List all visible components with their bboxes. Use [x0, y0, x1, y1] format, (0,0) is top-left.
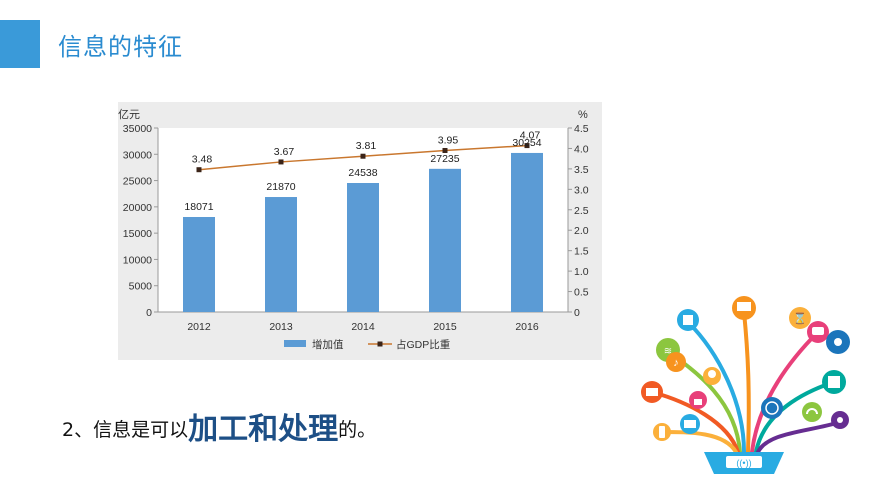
y2-axis-unit-label: %	[578, 109, 588, 121]
y-axis-unit-label: 亿元	[118, 108, 140, 121]
caption-emphasis: 加工和处理	[188, 412, 339, 447]
caption: 2、信息是可以加工和处理的。	[62, 404, 376, 448]
caption-prefix: 2、信息是可以	[62, 419, 189, 441]
chat-icon	[807, 321, 829, 343]
music-icon: ♪	[666, 352, 686, 372]
bar	[265, 197, 297, 312]
line-point	[196, 167, 202, 173]
mail-icon	[680, 414, 700, 434]
phone-icon	[653, 423, 671, 441]
y2-tick-label: 0	[574, 307, 580, 319]
y2-tick-label: 4.5	[574, 123, 589, 135]
bar	[183, 216, 215, 312]
bar-data-label: 30254	[512, 137, 541, 149]
legend-label-line: 占GDP比重	[396, 338, 450, 351]
y-tick-label: 10000	[123, 254, 152, 266]
legend-swatch-bar	[284, 340, 306, 347]
legend-swatch-point	[377, 341, 383, 347]
line-point	[524, 143, 530, 149]
lightbulb-icon	[703, 367, 721, 385]
ebook-icon	[677, 309, 699, 331]
y-tick-label: 0	[146, 307, 152, 319]
tree-base: ((•))	[704, 452, 784, 474]
y-tick-label: 25000	[123, 176, 152, 188]
svg-text:⌛: ⌛	[793, 312, 807, 325]
monitor-icon	[732, 296, 756, 320]
line-point	[360, 153, 366, 159]
hourglass-icon: ⌛	[789, 307, 811, 329]
bar	[429, 168, 461, 312]
bar-data-label: 27235	[430, 153, 459, 165]
line-data-label: 3.67	[274, 146, 295, 158]
bar	[347, 183, 379, 312]
line-data-label: 4.07	[520, 130, 541, 142]
line-data-label: 3.48	[192, 154, 213, 166]
podcast-icon	[826, 330, 850, 354]
bar-data-label: 21870	[266, 181, 295, 193]
y2-tick-label: 2.0	[574, 225, 589, 237]
caption-suffix: 的。	[338, 419, 377, 441]
y2-tick-label: 4.0	[574, 143, 589, 155]
bar	[511, 152, 543, 312]
gear-icon	[831, 411, 849, 429]
info-tree-illustration: ((•)) ≋ ⌛ ♪	[641, 296, 850, 474]
y-tick-label: 15000	[123, 228, 152, 240]
y2-tick-label: 0.5	[574, 287, 589, 299]
line-point	[442, 147, 448, 153]
line-point	[278, 159, 284, 165]
x-tick-label: 2014	[351, 321, 375, 333]
bar-data-label: 24538	[348, 167, 377, 179]
y-tick-label: 20000	[123, 202, 152, 214]
svg-text:♪: ♪	[673, 357, 679, 369]
bar-data-label: 18071	[184, 201, 213, 213]
globe-icon	[761, 397, 783, 419]
y2-tick-label: 3.5	[574, 164, 589, 176]
y-tick-label: 30000	[123, 149, 152, 161]
y2-tick-label: 3.0	[574, 184, 589, 196]
headphones-icon	[802, 402, 822, 422]
title-accent-bar	[0, 20, 40, 68]
svg-text:((•)): ((•))	[736, 458, 751, 468]
chart-panel: 0 5000 10000 15000 20000 25000 30000 35000 0 0.5 1…	[118, 102, 602, 360]
tree-branches	[650, 310, 842, 454]
x-tick-label: 2015	[433, 321, 457, 333]
y2-tick-label: 1.5	[574, 246, 589, 258]
camera-icon	[641, 381, 663, 403]
line-data-label: 3.81	[356, 140, 377, 152]
x-tick-label: 2016	[515, 321, 539, 333]
x-tick-label: 2012	[187, 321, 211, 333]
line-data-label: 3.95	[438, 134, 459, 146]
tree-icons: ≋ ⌛ ♪	[641, 296, 850, 441]
y2-tick-label: 2.5	[574, 205, 589, 217]
slide-title: 信息的特征	[58, 33, 183, 61]
y-tick-label: 5000	[129, 281, 153, 293]
gdp-chart: 0 5000 10000 15000 20000 25000 30000 35000 0 0.5 1…	[118, 108, 589, 351]
y-tick-label: 35000	[123, 123, 152, 135]
x-tick-label: 2013	[269, 321, 293, 333]
tablet-icon	[822, 370, 846, 394]
y2-tick-label: 1.0	[574, 266, 589, 278]
svg-text:≋: ≋	[664, 346, 672, 357]
legend-label-bar: 增加值	[312, 338, 344, 351]
lock-icon	[689, 391, 707, 409]
